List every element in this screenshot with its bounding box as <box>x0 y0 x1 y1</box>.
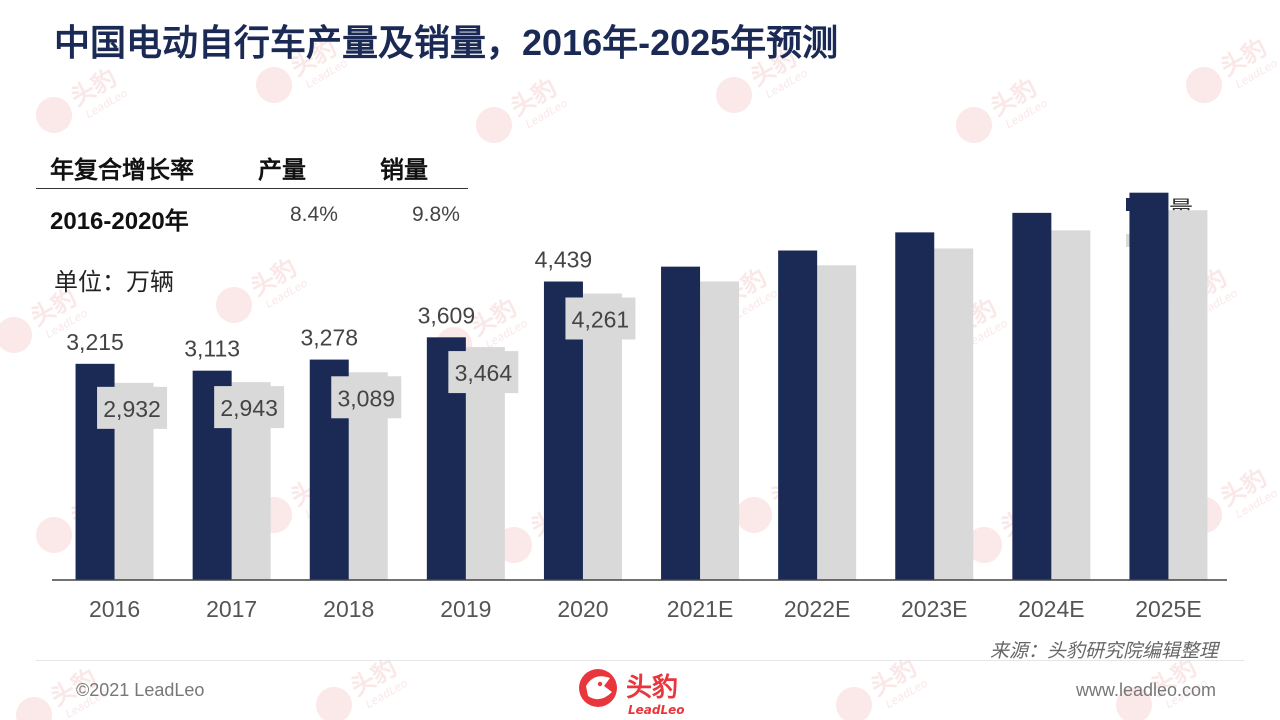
logo-text-cn: 头豹 <box>626 672 678 703</box>
bar-sales <box>1168 210 1208 580</box>
x-tick-label: 2017 <box>206 596 257 622</box>
data-label-production: 3,215 <box>66 329 124 355</box>
x-tick-label: 2024E <box>1018 596 1085 622</box>
data-label-production: 4,439 <box>535 247 593 273</box>
data-label-sales-bg <box>331 376 402 419</box>
watermark-text-en: LeadLeo <box>363 676 410 711</box>
cagr-table-header: 年复合增长率 产量 销量 <box>36 148 468 189</box>
data-label-sales-bg <box>214 386 285 429</box>
cagr-table: 年复合增长率 产量 销量 2016-2020年 8.4% 9.8% <box>36 148 468 239</box>
data-label-sales-bg <box>565 297 636 340</box>
leopard-head-icon <box>586 676 612 700</box>
data-label-sales-bg <box>448 351 519 394</box>
watermark-text-en: LeadLeo <box>883 676 930 711</box>
bar-sales <box>582 293 622 580</box>
data-label-production: 3,113 <box>184 336 240 362</box>
data-label-sales: 3,464 <box>455 360 513 386</box>
bar-sales <box>817 265 857 580</box>
x-tick-label: 2016 <box>89 596 140 622</box>
cagr-header-label: 年复合增长率 <box>50 157 194 184</box>
cagr-header-sales: 销量 <box>380 157 428 184</box>
x-tick-label: 2020 <box>557 596 608 622</box>
copyright-text: ©2021 LeadLeo <box>76 680 205 700</box>
data-label-production: 3,278 <box>300 325 358 351</box>
page-title: 中国电动自行车产量及销量，2016年-2025年预测 <box>54 22 839 63</box>
leadleo-logo: 头豹 LeadLeo <box>579 669 685 717</box>
bar-sales <box>1051 230 1091 580</box>
logo-text-en: LeadLeo <box>628 703 685 717</box>
cagr-sales-value: 9.8% <box>412 203 460 226</box>
x-tick-label: 2018 <box>323 596 374 622</box>
cagr-period: 2016-2020年 <box>50 208 189 235</box>
x-tick-label: 2025E <box>1135 596 1202 622</box>
bar-chart: 3,215 2,932 2016 3,113 2,943 2017 3,278 3,089 20… <box>52 192 1227 622</box>
x-tick-label: 2021E <box>667 596 734 622</box>
data-label-sales-bg <box>97 386 168 429</box>
bar-production <box>661 266 701 580</box>
bar-production <box>1012 212 1052 581</box>
x-tick-label: 2023E <box>901 596 968 622</box>
cagr-table-row: 2016-2020年 8.4% 9.8% <box>36 199 468 239</box>
cagr-production-value: 8.4% <box>290 203 338 226</box>
unit-label: 单位：万辆 <box>54 269 174 296</box>
data-label-sales: 2,932 <box>103 396 161 422</box>
website-link[interactable]: www.leadleo.com <box>1075 680 1216 700</box>
data-label-production: 3,609 <box>418 302 476 328</box>
footer-divider <box>36 660 1244 661</box>
bar-sales <box>934 248 974 580</box>
data-label-sales: 4,261 <box>572 306 630 332</box>
bar-production <box>1129 192 1169 581</box>
bar-sales <box>700 281 740 580</box>
data-label-sales: 3,089 <box>337 385 395 411</box>
source-note: 来源：头豹研究院编辑整理 <box>989 641 1218 662</box>
bar-production <box>895 232 935 581</box>
x-tick-label: 2019 <box>440 596 491 622</box>
cagr-header-production: 产量 <box>258 157 306 184</box>
data-label-sales: 2,943 <box>220 395 278 421</box>
bar-production <box>778 250 818 580</box>
x-tick-label: 2022E <box>784 596 851 622</box>
